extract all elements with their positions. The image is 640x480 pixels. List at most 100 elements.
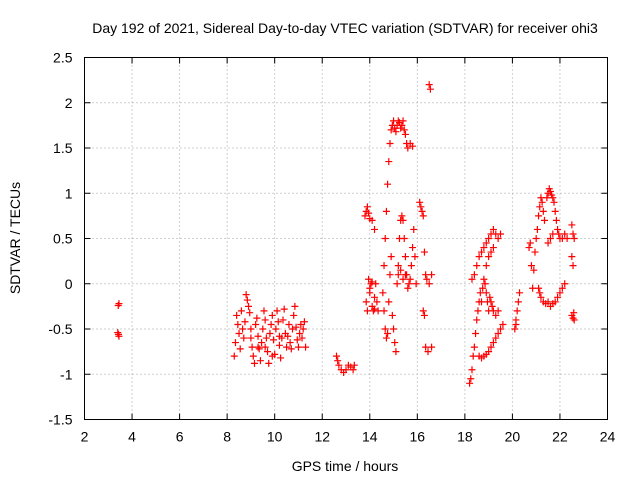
data-point	[259, 325, 267, 333]
data-point	[569, 262, 577, 270]
data-point	[268, 352, 276, 360]
data-point	[381, 325, 389, 333]
data-point	[233, 311, 241, 319]
data-point	[240, 334, 248, 342]
data-point	[531, 248, 539, 256]
data-point	[529, 284, 537, 292]
data-point	[425, 280, 433, 288]
data-point	[479, 284, 487, 292]
data-point	[481, 280, 489, 288]
data-point	[261, 316, 269, 324]
data-point	[537, 293, 545, 301]
data-point	[426, 85, 434, 93]
data-point	[273, 307, 281, 315]
data-point	[549, 230, 557, 238]
data-point	[299, 325, 307, 333]
data-point	[284, 332, 292, 340]
data-point	[556, 289, 564, 297]
data-point	[272, 325, 280, 333]
x-axis-ticks: 2 4 6 8 10 12 14 16 18 20 22 24	[81, 57, 616, 445]
data-point	[538, 198, 546, 206]
data-point	[261, 343, 269, 351]
data-point	[480, 275, 488, 283]
data-point	[570, 309, 578, 317]
y-tick-label: 1.5	[53, 140, 73, 156]
x-tick-label: 20	[505, 429, 521, 445]
data-point	[275, 332, 283, 340]
data-point	[478, 248, 486, 256]
data-point	[406, 275, 414, 283]
data-point	[242, 291, 250, 299]
data-points	[114, 81, 578, 387]
data-point	[230, 352, 238, 360]
x-tick-label: 2	[81, 429, 89, 445]
data-point	[494, 307, 502, 315]
data-point	[492, 334, 500, 342]
data-point	[342, 366, 350, 374]
data-point	[514, 298, 522, 306]
data-point	[485, 348, 493, 356]
data-point	[382, 334, 390, 342]
data-point	[335, 361, 343, 369]
data-point	[487, 248, 495, 256]
data-point	[410, 225, 418, 233]
y-tick-label: 0	[65, 276, 73, 292]
data-point	[489, 225, 497, 233]
data-point	[289, 325, 297, 333]
data-point	[485, 253, 493, 261]
data-point	[392, 348, 400, 356]
data-point	[246, 309, 254, 317]
data-point	[482, 289, 490, 297]
data-point	[371, 305, 379, 313]
data-point	[513, 307, 521, 315]
data-point	[511, 325, 519, 333]
data-point	[401, 253, 409, 261]
data-point	[412, 280, 420, 288]
y-tick-label: -1	[60, 366, 73, 382]
data-point	[543, 194, 551, 202]
data-point	[262, 334, 270, 342]
data-point	[494, 235, 502, 242]
data-point	[297, 320, 305, 328]
data-point	[475, 253, 483, 261]
data-point	[255, 345, 263, 353]
data-point	[554, 225, 562, 233]
data-point	[480, 244, 488, 252]
x-tick-label: 24	[600, 429, 616, 445]
y-axis-label: SDTVAR / TECUs	[7, 182, 23, 294]
data-point	[554, 293, 562, 301]
data-point	[114, 301, 122, 309]
data-point	[300, 318, 308, 326]
data-point	[386, 139, 394, 147]
data-point	[349, 366, 357, 374]
x-tick-label: 10	[267, 429, 283, 445]
data-point	[380, 307, 388, 315]
data-point	[466, 379, 474, 387]
data-point	[258, 339, 266, 347]
data-point	[252, 320, 260, 328]
data-point	[292, 323, 300, 331]
data-point	[386, 271, 394, 279]
data-point	[401, 130, 409, 138]
data-point	[422, 271, 430, 279]
data-point	[385, 158, 393, 166]
data-point	[280, 305, 288, 313]
data-point	[401, 271, 409, 279]
data-point	[265, 359, 273, 367]
data-point	[290, 311, 298, 319]
data-point	[380, 262, 388, 270]
data-point	[361, 212, 369, 220]
data-point	[368, 216, 376, 224]
data-point	[394, 271, 402, 279]
data-point	[274, 318, 282, 326]
data-point	[489, 339, 497, 347]
data-point	[287, 345, 295, 353]
y-tick-label: -0.5	[48, 321, 72, 337]
data-point	[561, 230, 569, 238]
data-point	[468, 366, 476, 374]
data-point	[397, 266, 405, 274]
data-point	[385, 298, 393, 306]
data-point	[392, 128, 400, 136]
data-point	[555, 230, 563, 238]
data-point	[489, 244, 497, 252]
